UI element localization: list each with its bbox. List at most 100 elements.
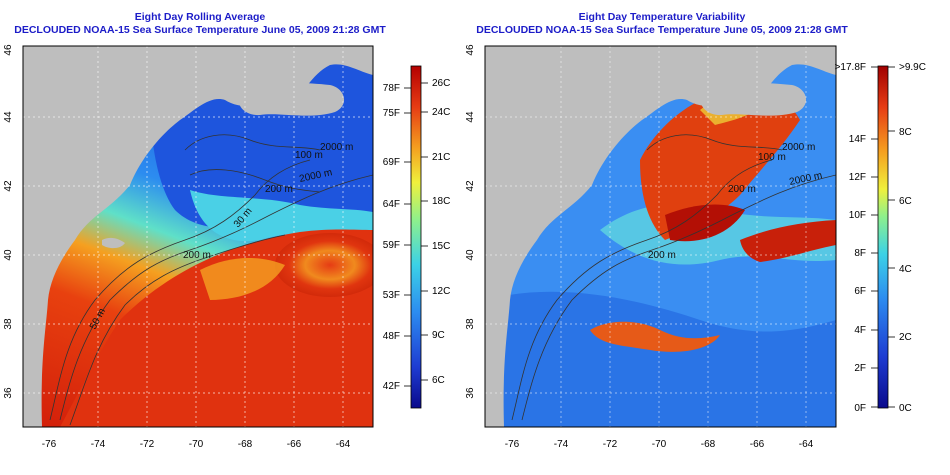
left-y-axis: 36 38 40 42 44 46 [3, 44, 14, 399]
left-bathymetry-contours [49, 134, 373, 426]
left-x-tick: -68 [238, 439, 253, 450]
right-x-tick: -74 [554, 439, 569, 450]
left-contour-label-200m-b: 200 m [265, 184, 293, 195]
left-x-tick: -72 [140, 439, 155, 450]
left-panel-subtitle: DECLOUDED NOAA-15 Sea Surface Temperatur… [14, 24, 386, 36]
right-contour-label-200m-b: 200 m [728, 184, 756, 195]
left-colorbar [410, 65, 422, 409]
left-gridlines [23, 46, 373, 427]
left-colorbar-ticks [404, 82, 428, 387]
left-contour-label-2000m-b: 2000 m [320, 142, 353, 153]
right-colorbar-fahrenheit-labels: >17.8F 14F 12F 10F 8F 6F 4F 2F 0F [835, 62, 866, 414]
right-x-tick: -68 [701, 439, 716, 450]
left-cbar-f-label: 53F [383, 290, 400, 301]
right-colorbar-ticks [871, 66, 895, 408]
left-cbar-f-label: 42F [383, 381, 400, 392]
left-x-tick: -64 [336, 439, 351, 450]
left-y-tick: 44 [3, 111, 14, 123]
left-x-tick: -66 [287, 439, 302, 450]
right-high-ring-edge [740, 220, 836, 262]
right-cbar-f-label: 14F [849, 134, 866, 145]
right-contour-label-100m: 100 m [758, 152, 786, 163]
right-cbar-f-label: 12F [849, 172, 866, 183]
right-colorbar [877, 65, 889, 409]
left-cbar-c-label: 26C [432, 78, 450, 89]
right-y-tick: 40 [465, 249, 476, 261]
left-contour-label-200m: 200 m [183, 250, 211, 261]
left-colorbar-celsius-labels: 26C 24C 21C 18C 15C 12C 9C 6C [432, 78, 450, 386]
right-y-axis: 36 38 40 42 44 46 [465, 44, 476, 399]
right-cbar-f-label: 0F [854, 403, 866, 414]
right-x-tick: -66 [750, 439, 765, 450]
right-x-tick: -70 [652, 439, 667, 450]
right-land-nova-scotia [700, 82, 807, 116]
left-cbar-f-label: 69F [383, 157, 400, 168]
right-low-variability [485, 291, 836, 427]
right-bathymetry-contours [511, 134, 836, 421]
left-front-band [190, 190, 373, 242]
left-warm-eddy [200, 258, 285, 300]
left-cbar-c-label: 18C [432, 196, 450, 207]
right-cbar-f-label: 4F [854, 325, 866, 336]
left-cbar-c-label: 21C [432, 152, 450, 163]
left-cbar-f-label: 59F [383, 240, 400, 251]
right-map-frame [484, 45, 837, 428]
left-y-tick: 38 [3, 318, 14, 330]
right-x-tick: -72 [603, 439, 618, 450]
right-y-tick: 42 [465, 180, 476, 192]
left-land-long-island [102, 237, 125, 249]
left-contour-label-100m: 100 m [295, 150, 323, 161]
right-y-tick: 36 [465, 387, 476, 399]
right-cbar-c-label: 8C [899, 127, 912, 138]
right-contour-label-200m: 200 m [648, 250, 676, 261]
left-map-frame [22, 45, 374, 428]
right-cbar-f-label: 8F [854, 248, 866, 259]
right-y-tick: 38 [465, 318, 476, 330]
left-cbar-c-label: 6C [432, 375, 445, 386]
right-map: 200 m 2000 m 100 m 200 m 2000 m [485, 46, 836, 427]
left-x-tick: -70 [189, 439, 204, 450]
left-cbar-f-label: 48F [383, 331, 400, 342]
right-cbar-c-label: 2C [899, 332, 912, 343]
left-contour-labels: 50 m 200 m 2000 m 30 m 100 m 200 m 2000 … [88, 142, 353, 331]
left-warm-core-ring [275, 233, 373, 297]
right-cbar-c-label: >9.9C [899, 62, 926, 73]
right-panel-title: Eight Day Temperature Variability [578, 11, 746, 23]
left-x-tick: -76 [42, 439, 57, 450]
right-cbar-f-label: 6F [854, 286, 866, 297]
left-cbar-c-label: 24C [432, 107, 450, 118]
left-cbar-f-label: 64F [383, 199, 400, 210]
left-cbar-c-label: 15C [432, 241, 450, 252]
right-high-core [665, 204, 745, 242]
left-land-mainland [23, 46, 373, 427]
right-colorbar-celsius-labels: >9.9C 8C 6C 4C 2C 0C [899, 62, 926, 414]
left-colorbar-fahrenheit-labels: 78F 75F 69F 64F 59F 53F 48F 42F [383, 83, 400, 392]
right-x-tick: -64 [799, 439, 814, 450]
left-map: 50 m 200 m 2000 m 30 m 100 m 200 m 2000 … [23, 46, 373, 427]
right-cbar-f-label: 2F [854, 363, 866, 374]
left-y-tick: 46 [3, 44, 14, 56]
right-cbar-f-label: >17.8F [835, 62, 866, 73]
right-cbar-c-label: 4C [899, 264, 912, 275]
left-panel-title-block: Eight Day Rolling Average DECLOUDED NOAA… [0, 11, 400, 37]
right-panel-subtitle: DECLOUDED NOAA-15 Sea Surface Temperatur… [476, 24, 848, 36]
left-y-tick: 42 [3, 180, 14, 192]
right-y-tick: 44 [465, 111, 476, 123]
right-cbar-c-label: 0C [899, 403, 912, 414]
right-y-tick: 46 [465, 44, 476, 56]
left-cbar-f-label: 75F [383, 108, 400, 119]
right-x-tick: -76 [505, 439, 520, 450]
left-cbar-c-label: 12C [432, 286, 450, 297]
left-y-tick: 36 [3, 387, 14, 399]
left-cbar-c-label: 9C [432, 330, 445, 341]
right-gridlines [485, 46, 836, 427]
left-land-nova-scotia [238, 82, 345, 116]
right-x-axis: -76 -74 -72 -70 -68 -66 -64 [505, 439, 814, 450]
left-x-tick: -74 [91, 439, 106, 450]
right-panel-title-block: Eight Day Temperature Variability DECLOU… [462, 11, 862, 37]
left-cbar-f-label: 78F [383, 83, 400, 94]
right-cbar-c-label: 6C [899, 196, 912, 207]
left-x-axis: -76 -74 -72 -70 -68 -66 -64 [42, 439, 351, 450]
right-land-mainland [485, 46, 836, 427]
